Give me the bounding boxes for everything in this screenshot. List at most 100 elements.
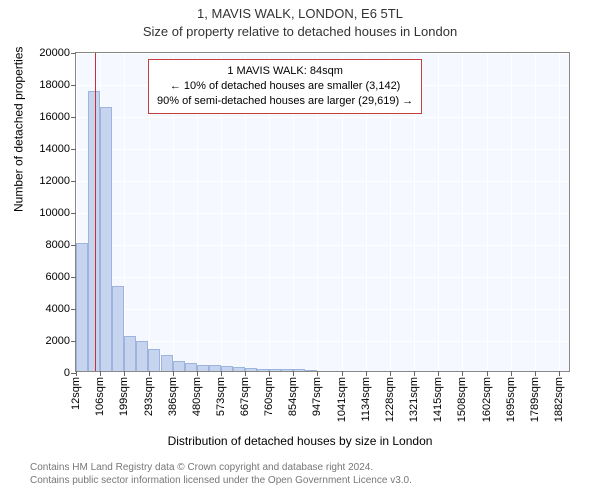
ytick-label: 6000 bbox=[46, 271, 70, 283]
credits: Contains HM Land Registry data © Crown c… bbox=[30, 462, 412, 487]
xtick-label: 1041sqm bbox=[336, 377, 348, 422]
gridline-h bbox=[76, 341, 569, 342]
xtick bbox=[438, 371, 439, 376]
xtick bbox=[173, 371, 174, 376]
histogram-bar bbox=[293, 369, 305, 371]
credits-line2: Contains public sector information licen… bbox=[30, 475, 412, 488]
xtick-label: 573sqm bbox=[215, 377, 227, 416]
histogram-bar bbox=[269, 369, 281, 371]
histogram-bar bbox=[257, 369, 269, 371]
xtick-label: 199sqm bbox=[118, 377, 130, 416]
xtick-label: 854sqm bbox=[287, 377, 299, 416]
histogram-bar bbox=[173, 361, 185, 371]
histogram-bar bbox=[112, 286, 124, 371]
credits-line1: Contains HM Land Registry data © Crown c… bbox=[30, 462, 412, 475]
xtick bbox=[487, 371, 488, 376]
xtick bbox=[342, 371, 343, 376]
xtick-label: 293sqm bbox=[143, 377, 155, 416]
xtick bbox=[390, 371, 391, 376]
histogram-bar bbox=[148, 349, 160, 371]
histogram-bar bbox=[281, 369, 293, 371]
xtick-label: 947sqm bbox=[311, 377, 323, 416]
gridline-v bbox=[124, 53, 125, 371]
xtick-label: 1508sqm bbox=[456, 377, 468, 422]
ytick-label: 8000 bbox=[46, 239, 70, 251]
xtick-label: 1228sqm bbox=[384, 377, 396, 422]
xtick bbox=[414, 371, 415, 376]
x-axis-label: Distribution of detached houses by size … bbox=[0, 434, 600, 448]
ytick-label: 4000 bbox=[46, 303, 70, 315]
xtick bbox=[535, 371, 536, 376]
gridline-v bbox=[511, 53, 512, 371]
plot-area: 0200040006000800010000120001400016000180… bbox=[75, 52, 570, 372]
property-marker-line bbox=[95, 53, 97, 371]
xtick-label: 386sqm bbox=[167, 377, 179, 416]
gridline-h bbox=[76, 373, 569, 374]
xtick bbox=[462, 371, 463, 376]
annotation-box: 1 MAVIS WALK: 84sqm← 10% of detached hou… bbox=[148, 59, 422, 114]
xtick bbox=[245, 371, 246, 376]
gridline-h bbox=[76, 117, 569, 118]
ytick-label: 14000 bbox=[39, 143, 70, 155]
ytick-label: 12000 bbox=[39, 175, 70, 187]
xtick bbox=[366, 371, 367, 376]
xtick-label: 1415sqm bbox=[432, 377, 444, 422]
xtick-label: 106sqm bbox=[94, 377, 106, 416]
gridline-v bbox=[487, 53, 488, 371]
xtick bbox=[76, 371, 77, 376]
annotation-line3: 90% of semi-detached houses are larger (… bbox=[157, 94, 413, 109]
histogram-bar bbox=[124, 336, 136, 371]
gridline-h bbox=[76, 149, 569, 150]
ytick-label: 16000 bbox=[39, 111, 70, 123]
histogram-bar bbox=[161, 355, 173, 371]
gridline-h bbox=[76, 309, 569, 310]
xtick-label: 12sqm bbox=[70, 377, 82, 410]
gridline-v bbox=[559, 53, 560, 371]
histogram-bar bbox=[136, 341, 148, 371]
gridline-h bbox=[76, 53, 569, 54]
ytick-label: 10000 bbox=[39, 207, 70, 219]
histogram-bar bbox=[197, 365, 209, 371]
xtick-label: 1695sqm bbox=[505, 377, 517, 422]
gridline-v bbox=[462, 53, 463, 371]
chart-title-main: 1, MAVIS WALK, LONDON, E6 5TL bbox=[0, 6, 600, 21]
histogram-bar bbox=[221, 366, 233, 371]
xtick bbox=[100, 371, 101, 376]
gridline-h bbox=[76, 181, 569, 182]
xtick bbox=[317, 371, 318, 376]
xtick-label: 1789sqm bbox=[529, 377, 541, 422]
gridline-v bbox=[535, 53, 536, 371]
xtick bbox=[124, 371, 125, 376]
gridline-h bbox=[76, 213, 569, 214]
gridline-h bbox=[76, 245, 569, 246]
xtick-label: 1882sqm bbox=[553, 377, 565, 422]
y-axis-label: Number of detached properties bbox=[12, 47, 26, 212]
histogram-bar bbox=[245, 368, 257, 371]
xtick-label: 760sqm bbox=[263, 377, 275, 416]
chart-title-sub: Size of property relative to detached ho… bbox=[0, 24, 600, 39]
chart-container: 1, MAVIS WALK, LONDON, E6 5TL Size of pr… bbox=[0, 0, 600, 500]
gridline-v bbox=[438, 53, 439, 371]
annotation-line1: 1 MAVIS WALK: 84sqm bbox=[157, 64, 413, 79]
histogram-bar bbox=[100, 107, 112, 371]
xtick bbox=[221, 371, 222, 376]
xtick-label: 667sqm bbox=[239, 377, 251, 416]
histogram-bar bbox=[233, 367, 245, 371]
histogram-bar bbox=[209, 365, 221, 371]
xtick-label: 1134sqm bbox=[360, 377, 372, 421]
ytick-label: 20000 bbox=[39, 47, 70, 59]
xtick bbox=[197, 371, 198, 376]
xtick bbox=[269, 371, 270, 376]
xtick bbox=[293, 371, 294, 376]
xtick-label: 1602sqm bbox=[481, 377, 493, 422]
histogram-bar bbox=[185, 363, 197, 371]
xtick-label: 1321sqm bbox=[408, 377, 420, 422]
xtick bbox=[511, 371, 512, 376]
ytick-label: 2000 bbox=[46, 335, 70, 347]
xtick-label: 480sqm bbox=[191, 377, 203, 416]
histogram-bar bbox=[305, 370, 317, 371]
ytick-label: 18000 bbox=[39, 79, 70, 91]
annotation-line2: ← 10% of detached houses are smaller (3,… bbox=[157, 79, 413, 94]
xtick bbox=[149, 371, 150, 376]
xtick bbox=[559, 371, 560, 376]
